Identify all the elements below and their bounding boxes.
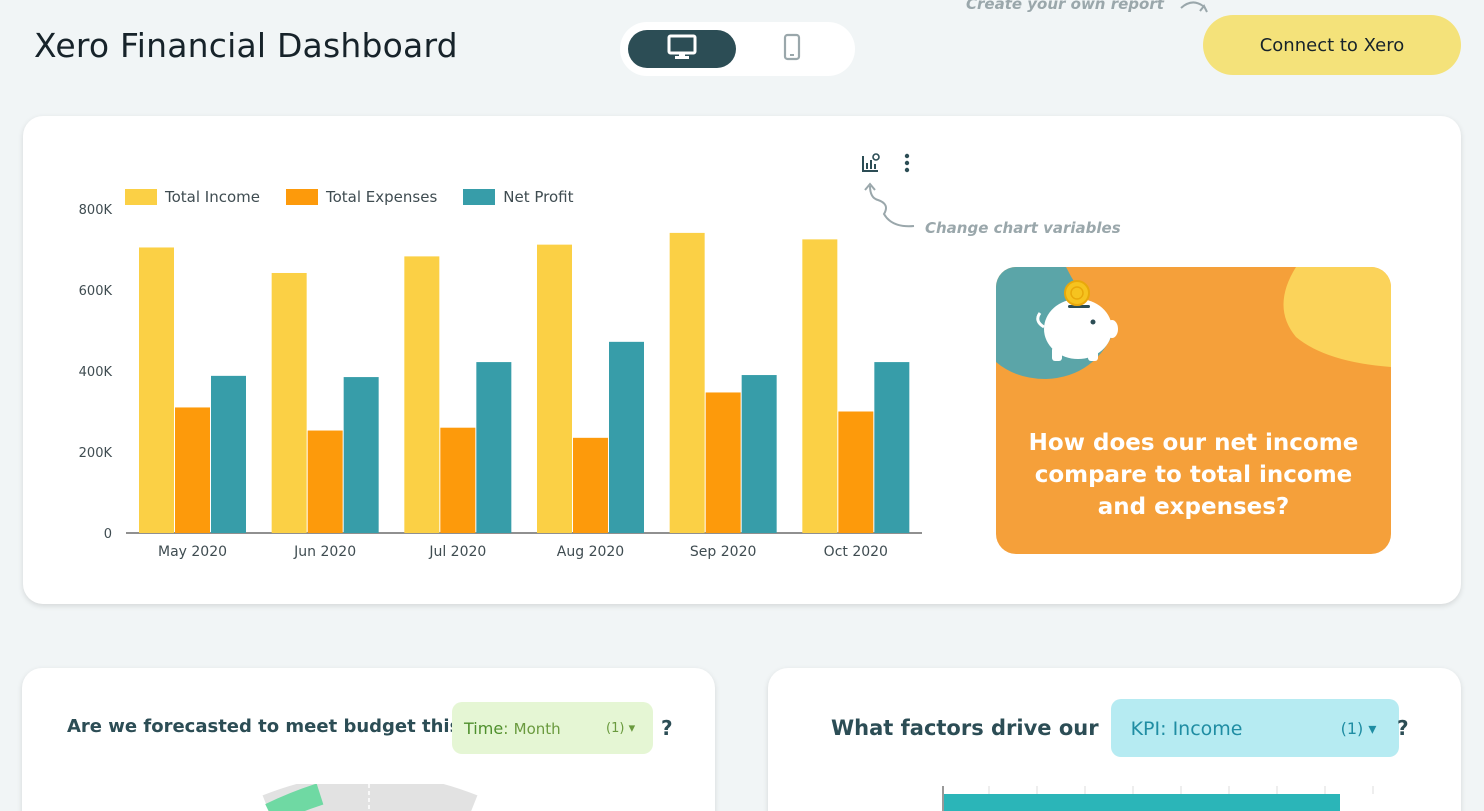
more-options-icon[interactable] (904, 153, 910, 173)
curved-arrow-icon (862, 180, 922, 236)
chart-toolbar (860, 152, 910, 174)
question-mark: ? (661, 716, 673, 740)
x-tick-label: Aug 2020 (557, 544, 624, 560)
desktop-view-button[interactable] (628, 30, 736, 68)
y-tick-label: 600K (79, 284, 113, 299)
desktop-icon (667, 34, 697, 64)
legend-label: Net Profit (503, 188, 574, 206)
kpi-chip-label: KPI: Income (1130, 718, 1243, 740)
bar (440, 427, 476, 533)
question-mark: ? (1397, 716, 1409, 740)
chart-legend: Total Income Total Expenses Net Profit (125, 188, 574, 206)
bar-chart: 0 200K 400K 600K 800K May 2020 Jun 2020 Jul 202… (79, 203, 922, 560)
kpi-filter-chip[interactable]: KPI: Income (1) ▾ (1110, 699, 1399, 757)
x-tick-label: Jul 2020 (428, 544, 486, 560)
page-title: Xero Financial Dashboard (34, 26, 458, 65)
legend-swatch (125, 189, 157, 205)
x-tick-label: Oct 2020 (824, 544, 888, 560)
mobile-icon (783, 33, 801, 65)
x-tick-label: Sep 2020 (690, 544, 756, 560)
curved-arrow-icon (1178, 0, 1212, 22)
bar (609, 341, 644, 533)
bar (741, 375, 777, 533)
time-chip-key: Time (464, 719, 504, 738)
time-filter-chip[interactable]: Time: Month (1) ▾ (452, 702, 653, 754)
bar (838, 411, 874, 533)
bar (139, 247, 174, 533)
bar (175, 407, 210, 533)
mobile-view-button[interactable] (738, 30, 846, 68)
kpi-chip-value: Income (1172, 718, 1243, 740)
connect-to-xero-button[interactable]: Connect to Xero (1203, 15, 1461, 75)
budget-gauge (262, 784, 478, 811)
change-chart-hint: Change chart variables (925, 219, 1121, 237)
device-toggle (620, 22, 855, 76)
kpi-chip-key: KPI (1130, 718, 1161, 740)
legend-item[interactable]: Total Expenses (286, 188, 437, 206)
bar (307, 430, 343, 533)
bar (537, 244, 572, 533)
insight-card: How does our net income compare to total… (996, 267, 1391, 554)
kpi-chip-count-value: (1) (1340, 719, 1364, 738)
bar (874, 362, 910, 533)
factors-question: What factors drive our (831, 716, 1099, 740)
chart-settings-icon[interactable] (860, 152, 882, 174)
factors-bar-chart (942, 786, 1374, 811)
kpi-chip-count: (1) ▾ (1341, 719, 1377, 738)
bar (669, 232, 705, 533)
y-tick-label: 200K (79, 446, 113, 461)
budget-question: Are we forecasted to meet budget this (67, 716, 461, 737)
y-tick-label: 400K (79, 365, 113, 380)
chevron-down-icon: ▾ (628, 721, 636, 736)
time-chip-label: Time: Month (464, 719, 561, 738)
legend-label: Total Expenses (326, 188, 438, 206)
bar (211, 375, 246, 533)
bar (573, 437, 608, 533)
bar (705, 392, 741, 533)
time-chip-count-value: (1) (606, 721, 625, 736)
legend-item[interactable]: Net Profit (463, 188, 574, 206)
time-chip-count: (1) ▾ (606, 721, 635, 736)
legend-label: Total Income (165, 188, 260, 206)
bar (404, 256, 440, 533)
chevron-down-icon: ▾ (1368, 719, 1377, 738)
x-tick-label: Jun 2020 (293, 544, 356, 560)
piggy-bank-icon (996, 267, 1391, 401)
bar (802, 239, 838, 533)
insight-question: How does our net income compare to total… (1028, 430, 1359, 520)
legend-swatch (286, 189, 318, 205)
create-report-hint: Create your own report (966, 0, 1164, 13)
bar (271, 272, 307, 533)
legend-swatch (463, 189, 496, 205)
bar (343, 377, 379, 533)
legend-item[interactable]: Total Income (125, 188, 260, 206)
y-tick-label: 0 (104, 527, 112, 542)
x-tick-label: May 2020 (158, 544, 227, 560)
bar (476, 362, 512, 533)
y-tick-label: 800K (79, 203, 113, 218)
time-chip-value: Month (513, 720, 561, 738)
